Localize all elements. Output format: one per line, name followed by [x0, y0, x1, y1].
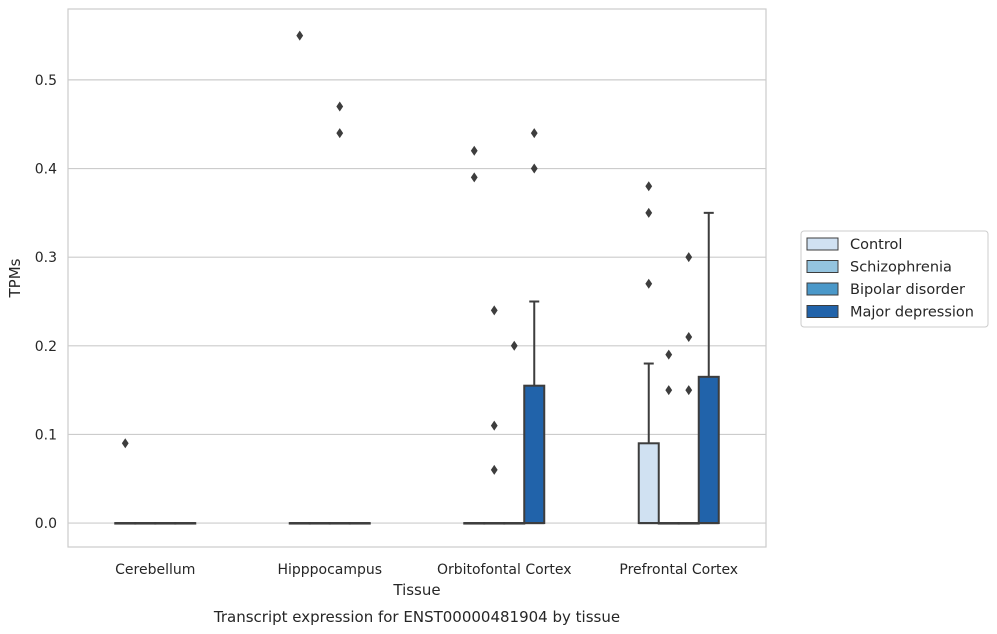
x-tick-label: Prefrontal Cortex: [619, 562, 738, 578]
legend: Control Schizophrenia Bipolar disorder Majo…: [800, 230, 989, 328]
box-group: [677, 522, 700, 525]
outlier-point: [685, 331, 693, 342]
plot-frame: [67, 8, 767, 548]
box-group: [174, 522, 197, 525]
x-tick-label: Hipppocampus: [277, 562, 382, 578]
outlier-point: [645, 278, 653, 289]
outlier-point: [685, 385, 693, 396]
outlier-point: [645, 181, 653, 192]
box-group: [154, 522, 177, 525]
x-tick-label: Orbitofontal Cortex: [437, 562, 572, 578]
box-group: [483, 522, 506, 525]
gridlines: [68, 79, 766, 524]
outlier-point: [470, 172, 478, 183]
box-group: [308, 522, 331, 525]
outlier-point: [665, 385, 673, 396]
outlier-point: [490, 305, 498, 316]
outlier-point: [336, 128, 344, 139]
box-group: [523, 300, 546, 525]
outlier-point: [490, 464, 498, 475]
outlier-point: [490, 420, 498, 431]
box-group: [288, 522, 311, 525]
outlier-point: [665, 349, 673, 360]
legend-label: Major depression: [850, 305, 974, 321]
y-tick-label: 0.2: [35, 339, 57, 355]
y-tick-label: 0.0: [35, 516, 57, 532]
outlier-point: [510, 340, 518, 351]
outlier-point: [530, 163, 538, 174]
x-axis-label: Tissue: [392, 581, 440, 599]
outliers: [121, 30, 693, 475]
legend-label: Schizophrenia: [850, 260, 952, 276]
boxes: [114, 211, 720, 525]
legend-label: Bipolar disorder: [850, 282, 965, 298]
box: [637, 442, 660, 525]
x-tick-label: Cerebellum: [115, 562, 195, 578]
legend-swatch: [806, 260, 839, 273]
chart-title: Transcript expression for ENST0000048190…: [213, 608, 620, 626]
y-tick-label: 0.5: [35, 73, 57, 89]
legend-label: Control: [850, 237, 902, 253]
legend-swatch: [806, 305, 839, 318]
box-group: [348, 522, 371, 525]
outlier-point: [685, 252, 693, 263]
outlier-point: [530, 128, 538, 139]
outlier-point: [296, 30, 304, 41]
box-group: [134, 522, 157, 525]
outlier-point: [336, 101, 344, 112]
legend-swatch: [806, 237, 839, 251]
outlier-point: [645, 207, 653, 218]
y-tick-label: 0.1: [35, 427, 57, 443]
box-group: [657, 522, 680, 525]
y-tick-labels: 0.0 0.1 0.2 0.3 0.4 0.5: [35, 73, 57, 532]
outlier-point: [121, 438, 129, 449]
box-group: [637, 362, 660, 525]
box-group: [328, 522, 351, 525]
box-group: [697, 211, 720, 525]
x-tick-labels: Cerebellum Hipppocampus Orbitofontal Corte…: [115, 562, 738, 578]
box-group: [503, 522, 526, 525]
box: [523, 384, 546, 525]
box-group: [114, 522, 137, 525]
y-axis-label: TPMs: [6, 258, 24, 298]
legend-swatch: [806, 282, 839, 296]
box: [697, 375, 720, 525]
y-tick-label: 0.4: [35, 162, 57, 178]
y-tick-label: 0.3: [35, 250, 57, 266]
legend-frame: [800, 230, 989, 328]
outlier-point: [470, 145, 478, 156]
box-group: [463, 522, 486, 525]
